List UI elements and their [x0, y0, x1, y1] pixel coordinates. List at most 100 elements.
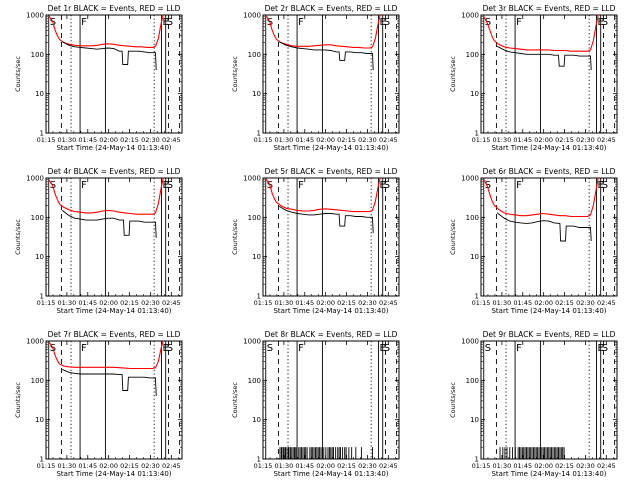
x-tick-label: 02:45 — [162, 462, 181, 470]
x-tick-label: 01:30 — [493, 136, 512, 144]
y-axis-label: Counts/sec — [449, 219, 457, 255]
y-tick-label: 1000 — [26, 175, 44, 183]
y-tick-label: 1000 — [26, 12, 44, 20]
y-tick-label: 100 — [248, 51, 261, 59]
marker-label: S — [384, 343, 390, 354]
marker-label: F — [298, 180, 304, 191]
x-axis-label: Start Time (24-May-14 01:13:40) — [491, 470, 606, 478]
lld-series-line — [48, 14, 164, 48]
x-tick-label: 01:45 — [295, 299, 314, 307]
x-tick-label: 02:15 — [555, 299, 574, 307]
x-axis-label: Start Time (24-May-14 01:13:40) — [273, 144, 388, 152]
x-tick-label: 01:45 — [295, 462, 314, 470]
x-tick-label: 02:15 — [120, 299, 139, 307]
x-tick-label: 01:30 — [58, 462, 77, 470]
y-tick-label: 1000 — [26, 338, 44, 346]
y-tick-label: 10 — [470, 416, 479, 424]
y-axis-label: Counts/sec — [14, 56, 22, 92]
y-tick-label: 1000 — [243, 338, 261, 346]
y-tick-label: 1000 — [461, 338, 479, 346]
detector-panel-2: Det 2r BLACK = Events, RED = LLDSFES1101… — [231, 4, 400, 152]
x-axis-label: Start Time (24-May-14 01:13:40) — [491, 144, 606, 152]
x-tick-label: 02:00 — [534, 299, 553, 307]
x-tick-label: 02:30 — [358, 462, 377, 470]
detector-panel-4: Det 4r BLACK = Events, RED = LLDSFES1101… — [14, 167, 183, 315]
x-tick-label: 02:30 — [576, 299, 595, 307]
marker-label: F — [81, 17, 87, 28]
x-tick-label: 01:30 — [493, 462, 512, 470]
x-tick-label: 01:45 — [295, 136, 314, 144]
marker-label: S — [267, 343, 273, 354]
x-tick-label: 02:45 — [597, 299, 616, 307]
marker-label: S — [485, 180, 491, 191]
detector-panel-3: Det 3r BLACK = Events, RED = LLDSFES1101… — [449, 4, 618, 152]
x-tick-label: 01:30 — [58, 136, 77, 144]
y-tick-label: 100 — [466, 51, 479, 59]
y-tick-label: 10 — [252, 90, 261, 98]
x-tick-label: 01:30 — [58, 299, 77, 307]
lld-series-line — [483, 177, 599, 218]
panel-title: Det 7r BLACK = Events, RED = LLD — [48, 330, 181, 339]
events-series-line — [278, 206, 374, 234]
x-tick-label: 02:45 — [597, 462, 616, 470]
y-tick-label: 100 — [466, 214, 479, 222]
x-tick-label: 02:30 — [141, 462, 160, 470]
events-series-line — [496, 212, 592, 242]
x-tick-label: 02:30 — [358, 299, 377, 307]
x-tick-label: 02:15 — [555, 136, 574, 144]
x-tick-label: 01:45 — [513, 462, 532, 470]
x-axis-label: Start Time (24-May-14 01:13:40) — [273, 307, 388, 315]
marker-label: S — [602, 17, 608, 28]
y-tick-label: 100 — [466, 377, 479, 385]
marker-label: S — [167, 180, 173, 191]
y-axis-label: Counts/sec — [231, 382, 239, 418]
x-axis-label: Start Time (24-May-14 01:13:40) — [56, 144, 171, 152]
y-tick-label: 1 — [257, 456, 261, 464]
marker-label: F — [516, 180, 522, 191]
x-tick-label: 02:30 — [358, 136, 377, 144]
panel-title: Det 1r BLACK = Events, RED = LLD — [48, 4, 181, 13]
plot-frame — [45, 14, 183, 134]
y-axis-label: Counts/sec — [14, 382, 22, 418]
marker-label: S — [485, 17, 491, 28]
x-tick-label: 02:15 — [337, 136, 356, 144]
plot-frame — [480, 14, 618, 134]
y-tick-label: 1 — [475, 293, 479, 301]
lld-series-line — [265, 14, 381, 49]
x-axis-label: Start Time (24-May-14 01:13:40) — [56, 307, 171, 315]
x-tick-label: 01:45 — [513, 136, 532, 144]
y-tick-label: 10 — [470, 90, 479, 98]
y-tick-label: 100 — [31, 214, 44, 222]
x-tick-label: 02:30 — [141, 299, 160, 307]
x-tick-label: 02:45 — [379, 462, 398, 470]
y-tick-label: 1 — [40, 456, 44, 464]
panel-title: Det 8r BLACK = Events, RED = LLD — [265, 330, 398, 339]
events-series-line — [61, 210, 157, 238]
plot-frame — [480, 177, 618, 297]
x-tick-label: 02:45 — [162, 299, 181, 307]
x-tick-label: 01:15 — [472, 462, 491, 470]
y-tick-label: 1 — [257, 293, 261, 301]
detector-panel-6: Det 6r BLACK = Events, RED = LLDSFES1101… — [449, 167, 618, 315]
y-tick-label: 10 — [35, 90, 44, 98]
detector-panel-5: Det 5r BLACK = Events, RED = LLDSFES1101… — [231, 167, 400, 315]
lld-series-line — [483, 14, 599, 52]
y-axis-label: Counts/sec — [449, 56, 457, 92]
x-tick-label: 01:15 — [254, 136, 273, 144]
detector-panel-1: Det 1r BLACK = Events, RED = LLDSFES1101… — [14, 4, 183, 152]
plot-frame — [262, 177, 400, 297]
x-tick-label: 02:15 — [337, 462, 356, 470]
lld-series-line — [265, 177, 381, 213]
detector-panel-8: Det 8r BLACK = Events, RED = LLDSFES1101… — [231, 330, 400, 478]
lld-series-line — [48, 340, 164, 370]
panel-title: Det 6r BLACK = Events, RED = LLD — [483, 167, 616, 176]
y-tick-label: 1 — [257, 130, 261, 138]
events-series-line — [278, 41, 374, 71]
events-series-line — [61, 41, 157, 71]
panel-title: Det 2r BLACK = Events, RED = LLD — [265, 4, 398, 13]
detector-panel-9: Det 9r BLACK = Events, RED = LLDSFES1101… — [449, 330, 618, 478]
marker-label: F — [298, 17, 304, 28]
y-tick-label: 10 — [35, 416, 44, 424]
marker-label: S — [602, 343, 608, 354]
